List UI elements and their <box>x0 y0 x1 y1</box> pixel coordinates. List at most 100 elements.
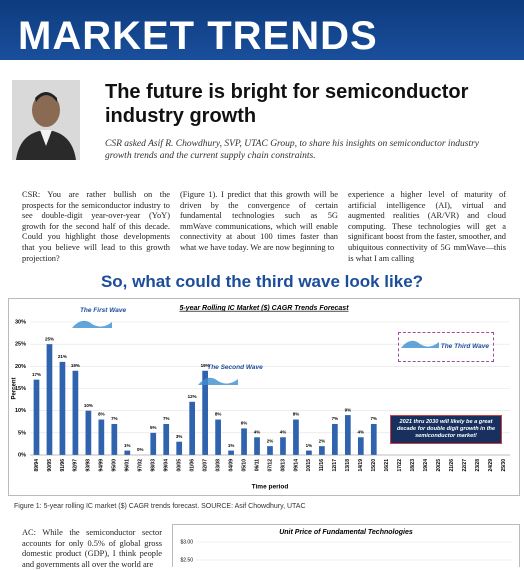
x-axis-label: Time period <box>252 484 289 491</box>
data-label: 7% <box>163 416 170 421</box>
y-tick-label: $2.50 <box>180 557 193 563</box>
x-tick-label: 24/29 <box>488 459 494 472</box>
bar <box>98 419 105 455</box>
x-tick-label: 19/24 <box>423 459 429 472</box>
data-label: 9% <box>345 407 352 412</box>
bar <box>72 370 79 455</box>
bar-chart: 5-year Rolling IC Market ($) CAGR Trends… <box>8 298 520 496</box>
data-label: 1% <box>228 443 235 448</box>
data-label: 7% <box>332 416 339 421</box>
data-label: 4% <box>254 429 261 434</box>
x-tick-label: 91/96 <box>60 459 66 472</box>
annotation: The Second Wave <box>207 364 263 371</box>
data-label: 7% <box>371 416 378 421</box>
x-tick-label: 03/08 <box>215 459 221 472</box>
bar <box>228 450 234 455</box>
line-chart: Unit Price of Fundamental Technologies $3… <box>172 524 520 567</box>
x-tick-label: 07/12 <box>267 459 273 472</box>
bar <box>357 437 364 455</box>
bar <box>332 423 338 455</box>
bar <box>370 423 377 455</box>
x-tick-label: 12/17 <box>332 459 338 472</box>
annotation-box: 2021 thru 2030 will likely be a great de… <box>390 415 502 444</box>
x-tick-label: 18/23 <box>410 459 416 472</box>
y-tick-label: 5% <box>18 430 26 436</box>
wave-icon <box>401 340 439 348</box>
x-tick-label: 08/13 <box>280 459 286 472</box>
x-tick-label: 95/00 <box>112 459 118 472</box>
x-tick-label: 00/05 <box>177 459 183 472</box>
x-tick-label: 09/14 <box>293 459 299 472</box>
data-label: 8% <box>293 412 300 417</box>
data-label: 19% <box>71 363 80 368</box>
data-label: 4% <box>280 429 287 434</box>
author-photo <box>12 80 80 160</box>
text-column: AC: While the semiconductor sector accou… <box>22 528 162 569</box>
bar <box>254 437 260 455</box>
article-title: The future is bright for semiconductor i… <box>105 81 469 127</box>
x-tick-label: 04/09 <box>228 459 234 472</box>
y-tick-label: $3.00 <box>180 539 193 545</box>
data-label: 2% <box>267 438 274 443</box>
x-tick-label: 16/21 <box>384 459 390 472</box>
bar <box>124 450 131 455</box>
x-tick-label: 11/16 <box>319 459 325 471</box>
chart-title: Unit Price of Fundamental Technologies <box>279 529 413 536</box>
x-tick-label: 14/19 <box>358 459 364 472</box>
x-tick-label: 90/95 <box>47 459 53 472</box>
bar <box>176 441 183 455</box>
bar <box>267 446 273 455</box>
data-label: 8% <box>98 412 105 417</box>
bar <box>189 401 196 455</box>
bar <box>306 450 312 455</box>
data-label: 5% <box>150 425 157 430</box>
bar <box>85 410 92 455</box>
bar <box>215 419 221 455</box>
banner: MARKET TRENDS <box>0 0 524 60</box>
x-tick-label: 89/94 <box>34 459 40 472</box>
text-column: (Figure 1). I predict that this growth w… <box>180 190 338 252</box>
data-label: 10% <box>84 403 93 408</box>
x-tick-label: 05/10 <box>241 459 247 472</box>
y-tick-label: 15% <box>15 386 26 392</box>
bar <box>319 446 325 455</box>
x-tick-label: 93/98 <box>86 459 92 472</box>
text-column: experience a higher level of maturity of… <box>348 190 506 263</box>
x-tick-label: 23/28 <box>475 459 481 472</box>
bar <box>150 432 157 455</box>
y-tick-label: 0% <box>18 452 26 458</box>
y-tick-label: 30% <box>15 319 26 325</box>
bar <box>111 423 118 455</box>
x-tick-label: 98/03 <box>151 459 157 472</box>
figure-caption: Figure 1: 5-year rolling IC market ($) C… <box>14 503 306 510</box>
x-tick-label: 96/01 <box>125 459 131 472</box>
x-tick-label: 21/26 <box>449 459 455 472</box>
data-label: 6% <box>241 421 248 426</box>
bar <box>46 344 53 455</box>
bar <box>241 428 247 455</box>
x-tick-label: 06/11 <box>254 459 260 471</box>
x-tick-label: 17/22 <box>397 459 403 472</box>
chart-title: 5-year Rolling IC Market ($) CAGR Trends… <box>179 305 349 312</box>
x-tick-label: 20/25 <box>436 459 442 472</box>
y-axis-label: Percent <box>12 377 18 399</box>
bar <box>293 419 299 455</box>
x-tick-label: 94/99 <box>99 459 105 472</box>
data-label: 2% <box>319 438 326 443</box>
x-tick-label: 13/18 <box>345 459 351 472</box>
data-label: 25% <box>45 336 54 341</box>
data-label: 3% <box>176 434 183 439</box>
y-tick-label: 20% <box>15 364 26 370</box>
x-tick-label: 99/04 <box>164 459 170 472</box>
x-tick-label: 10/15 <box>306 459 312 472</box>
data-label: 0% <box>137 447 144 452</box>
bar <box>163 423 170 455</box>
chart-frame <box>8 298 520 496</box>
annotation-box: The Third Wave <box>398 332 494 362</box>
article-subtitle: CSR asked Asif R. Chowdhury, SVP, UTAC G… <box>105 139 480 161</box>
y-tick-label: 10% <box>15 408 26 414</box>
x-tick-label: 02/07 <box>202 459 208 472</box>
x-tick-label: 01/06 <box>189 459 195 472</box>
data-label: 4% <box>358 429 365 434</box>
